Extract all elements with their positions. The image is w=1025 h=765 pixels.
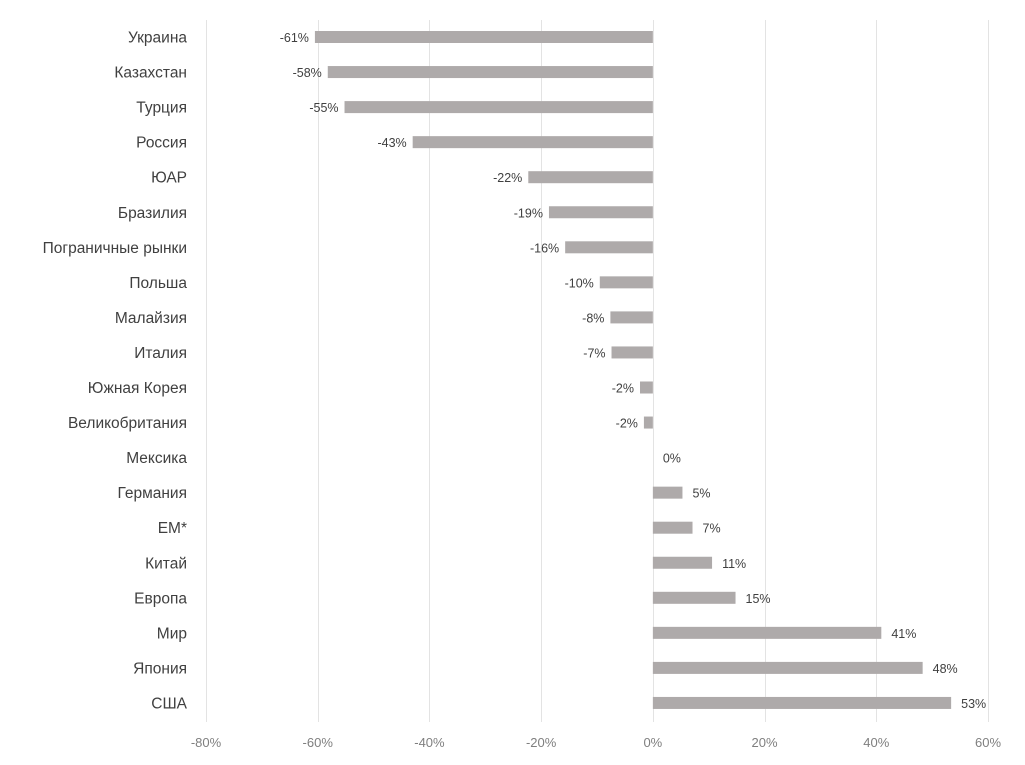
category-label: Бразилия	[118, 205, 187, 222]
x-tick-label: -80%	[191, 735, 222, 750]
bar	[652, 591, 736, 604]
data-label: -7%	[583, 346, 605, 360]
bar	[652, 661, 923, 674]
bar	[640, 381, 653, 394]
bar	[652, 556, 713, 569]
data-label: -55%	[309, 101, 338, 115]
category-label: Италия	[134, 345, 187, 362]
data-label: 0%	[663, 452, 681, 466]
x-tick-label: 40%	[863, 735, 889, 750]
data-label: -19%	[514, 206, 543, 220]
category-label: Пограничные рынки	[43, 240, 187, 257]
data-label: 15%	[746, 592, 771, 606]
x-tick-label: -40%	[414, 735, 445, 750]
data-label: -2%	[612, 382, 634, 396]
bar	[528, 171, 653, 184]
bar	[652, 626, 882, 639]
data-label: -22%	[493, 171, 522, 185]
category-label: Украина	[128, 30, 187, 47]
x-tick-label: -60%	[303, 735, 334, 750]
category-label: Мексика	[126, 450, 187, 467]
bar-layer	[314, 31, 952, 709]
data-label: -58%	[293, 66, 322, 80]
bar	[314, 31, 653, 43]
bar	[652, 696, 952, 709]
category-label: Россия	[136, 135, 187, 152]
data-label: 7%	[703, 522, 721, 536]
category-label: Европа	[134, 590, 187, 607]
category-label: Малайзия	[115, 310, 187, 327]
bar	[327, 66, 653, 79]
data-label: -43%	[377, 136, 406, 150]
category-label: Китай	[145, 555, 187, 572]
category-label: Казахстан	[114, 65, 187, 82]
x-tick-label: 60%	[975, 735, 1001, 750]
data-label: 5%	[692, 487, 710, 501]
x-tick-label: 20%	[752, 735, 778, 750]
data-label: 48%	[933, 662, 958, 676]
bar	[643, 416, 653, 429]
data-label: -8%	[582, 311, 604, 325]
data-label: -16%	[530, 241, 559, 255]
category-label: Турция	[136, 100, 187, 117]
data-label: -2%	[616, 417, 638, 431]
category-label: Польша	[129, 275, 187, 292]
category-label: ЮАР	[151, 170, 187, 187]
bar	[412, 136, 653, 149]
category-label: Великобритания	[68, 415, 187, 432]
category-label: Мир	[157, 625, 187, 642]
data-label: 11%	[722, 557, 746, 571]
x-tick-label: -20%	[526, 735, 557, 750]
data-label: 41%	[891, 627, 916, 641]
category-label: EM*	[158, 520, 187, 537]
bar	[652, 486, 683, 499]
category-label: Южная Корея	[88, 380, 187, 397]
bar	[344, 101, 653, 114]
data-label: -10%	[565, 276, 594, 290]
bar	[610, 311, 653, 324]
bar	[611, 346, 653, 359]
category-label: Япония	[133, 660, 187, 677]
category-label: Германия	[118, 485, 188, 502]
bar	[599, 276, 653, 289]
bar	[565, 241, 653, 254]
data-label: 53%	[961, 697, 986, 711]
x-tick-label: 0%	[643, 735, 662, 750]
data-label: -61%	[280, 31, 309, 45]
label-layer: -80% -60% -40% -20% 0% 20% 40% 60% Украина -61% Ка…	[43, 30, 1002, 751]
bar	[652, 521, 693, 534]
grid-layer	[206, 20, 989, 722]
bar	[548, 206, 653, 219]
category-label: США	[151, 695, 187, 712]
